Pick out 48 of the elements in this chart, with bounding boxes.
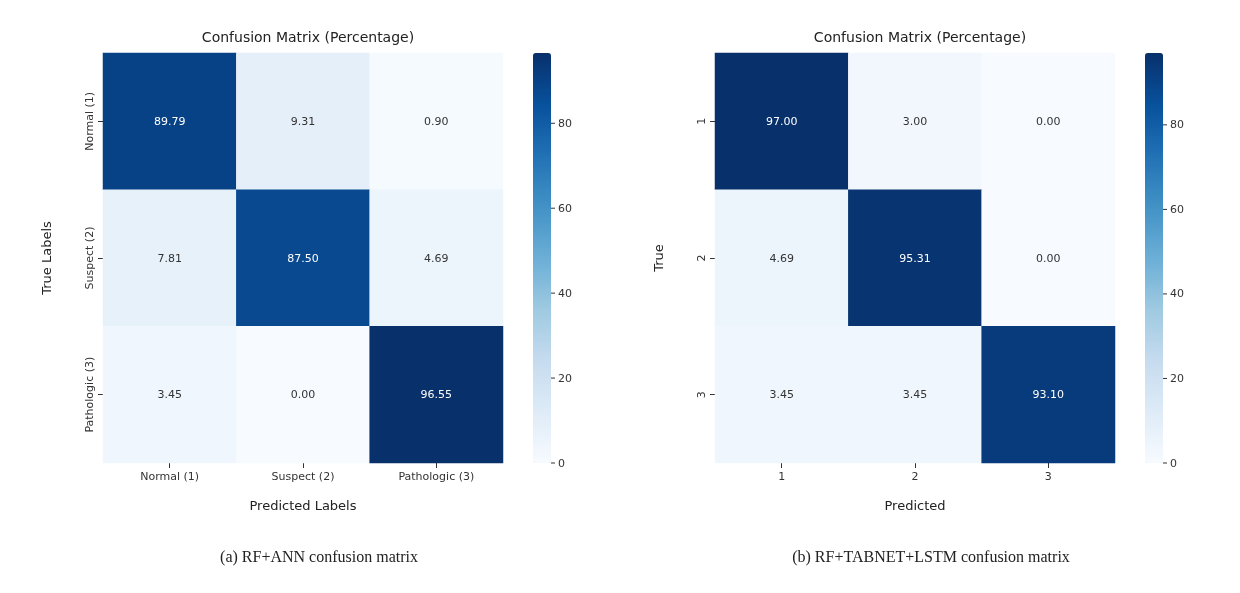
data-label: 0.00 (1036, 114, 1061, 128)
data-label: 4.69 (769, 251, 794, 265)
text: (b) RF+TABNET+LSTM confusion matrix (792, 547, 1070, 566)
data-label: 3.00 (902, 114, 928, 128)
y-axis-title: True (651, 244, 666, 273)
y-tick-label: 2 (695, 254, 708, 262)
y-tick-label: Suspect (2) (83, 226, 96, 290)
text: (a) RF+ANN confusion matrix (220, 547, 418, 566)
color-bar-label: 60 (558, 201, 572, 215)
color-bar-label: 0 (558, 456, 565, 470)
data-label: 96.55 (420, 388, 453, 402)
data-label: 7.81 (157, 251, 182, 265)
data-label: 4.69 (424, 251, 449, 265)
y-tick-label: 1 (695, 117, 708, 125)
data-label: 0.00 (290, 388, 316, 402)
data-label: 95.31 (899, 251, 931, 265)
color-bar-label: 40 (558, 286, 572, 300)
data-label: 87.50 (287, 251, 319, 265)
data-label: 3.45 (157, 388, 182, 402)
chart-title: Confusion Matrix (Percentage) (813, 29, 1027, 45)
y-tick-label: Normal (1) (83, 91, 96, 151)
y-axis-title: True Labels (39, 220, 54, 296)
x-tick-label: Pathologic (3) (398, 470, 475, 483)
x-axis-title: Predicted Labels (249, 498, 357, 513)
color-bar-label: 20 (1170, 371, 1184, 385)
color-bar-label: 0 (1170, 456, 1177, 470)
data-label: 0.90 (424, 114, 449, 128)
data-label: 89.79 (153, 114, 186, 128)
x-tick-label: 2 (911, 470, 919, 483)
color-bar-label: 20 (558, 371, 572, 385)
x-tick-label: 3 (1044, 470, 1052, 483)
data-label: 97.00 (765, 114, 798, 128)
color-bar-label: 60 (1170, 202, 1184, 216)
data-label: 3.45 (902, 388, 928, 402)
chart-title: Confusion Matrix (Percentage) (201, 29, 415, 45)
y-tick-label: Pathologic (3) (83, 356, 96, 433)
color-bar-label: 40 (1170, 287, 1184, 301)
data-label: 0.00 (1036, 251, 1061, 265)
y-tick-label: 3 (695, 391, 708, 399)
data-label: 3.45 (769, 388, 794, 402)
x-tick-label: 1 (778, 470, 786, 483)
data-label: 9.31 (290, 114, 316, 128)
x-tick-label: Normal (1) (140, 470, 200, 483)
x-tick-label: Suspect (2) (271, 470, 335, 483)
color-bar-label: 80 (1170, 118, 1184, 132)
data-label: 93.10 (1032, 388, 1065, 402)
x-axis-title: Predicted (884, 498, 946, 513)
color-bar-label: 80 (558, 116, 572, 130)
